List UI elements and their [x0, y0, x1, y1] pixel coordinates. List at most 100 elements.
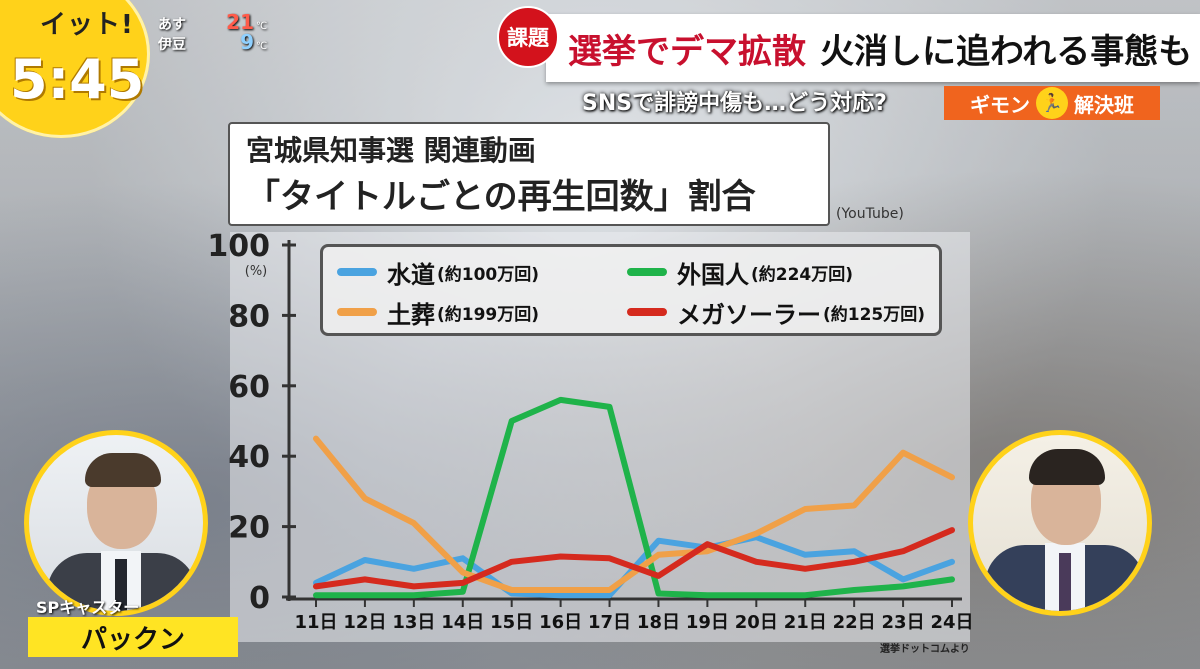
weather-unit: ℃ [256, 21, 268, 32]
data-point [949, 559, 955, 565]
topic-badge: 課題 [497, 6, 559, 68]
legend-note: (約125万回) [823, 304, 926, 325]
data-point [802, 552, 808, 558]
x-tick-label: 16日 [539, 612, 582, 633]
legend-label: 土葬 [387, 300, 435, 329]
data-point [411, 592, 417, 598]
legend-item: 土葬 (約199万回) [337, 295, 539, 329]
weather-panel: あす 21 ℃ 伊豆 9 ℃ [158, 10, 268, 54]
data-point [460, 555, 466, 561]
x-tick-label: 15日 [490, 612, 533, 633]
data-point [655, 590, 661, 596]
y-tick-label: 20 [228, 511, 270, 546]
clock: 5:45 [10, 48, 145, 111]
corner-title: ギモン 🏃 解決班 [944, 86, 1160, 120]
legend-swatch [627, 268, 667, 276]
corner-title-right: 解決班 [1074, 92, 1134, 117]
presenter-tie [1059, 553, 1071, 611]
data-point [558, 587, 564, 593]
data-point [313, 436, 319, 442]
data-point [949, 527, 955, 533]
headline-subline: SNSで誹謗中傷も…どう対応? [582, 91, 887, 116]
data-point [753, 592, 759, 598]
chart-title-line1: 宮城県知事選 関連動画 [246, 134, 536, 167]
series-line-1 [313, 396, 955, 599]
runner-icon: 🏃 [1036, 87, 1068, 119]
legend-label: メガソーラー [677, 300, 821, 329]
data-point [362, 576, 368, 582]
legend-note: (約199万回) [437, 304, 540, 325]
data-point [607, 555, 613, 561]
headline-bar: 選挙でデマ拡散 火消しに追われる事態も [546, 14, 1200, 82]
source-credit: 選挙ドットコムより [880, 644, 970, 655]
x-tick-label: 19日 [686, 612, 729, 633]
data-point [900, 450, 906, 456]
data-point [362, 592, 368, 598]
data-point [802, 506, 808, 512]
caster-name: パックン [28, 617, 238, 657]
data-point [558, 554, 564, 560]
x-tick-label: 20日 [735, 612, 778, 633]
weather-unit: ℃ [256, 41, 268, 52]
data-point [802, 566, 808, 572]
show-logo-title: イット! [40, 10, 134, 40]
x-tick-label: 13日 [392, 612, 435, 633]
y-tick-label: 100 [207, 229, 270, 264]
data-point [509, 418, 515, 424]
weather-label: 伊豆 [158, 37, 186, 53]
legend-label: 外国人 [677, 260, 749, 289]
legend-item: 水道 (約100万回) [337, 255, 539, 289]
data-point [411, 583, 417, 589]
data-point [607, 592, 613, 598]
data-point [558, 397, 564, 403]
data-point [411, 520, 417, 526]
x-tick-label: 22日 [833, 612, 876, 633]
headline-main: 選挙でデマ拡散 [568, 31, 806, 72]
corner-title-left: ギモン [970, 92, 1030, 117]
data-point [509, 587, 515, 593]
data-point [655, 573, 661, 579]
caster-tie [115, 559, 127, 611]
legend-swatch [627, 308, 667, 316]
data-point [851, 502, 857, 508]
data-point [753, 559, 759, 565]
data-point [704, 592, 710, 598]
data-point [460, 569, 466, 575]
headline-rest: 火消しに追われる事態も [820, 31, 1193, 72]
y-tick-label: 40 [228, 440, 270, 475]
weather-temp: 21 [226, 10, 254, 34]
data-point [411, 566, 417, 572]
x-tick-label: 14日 [441, 612, 484, 633]
x-tick-label: 23日 [882, 612, 925, 633]
data-point [558, 592, 564, 598]
data-point [460, 589, 466, 595]
legend-swatch [337, 268, 377, 276]
x-tick-label: 18日 [637, 612, 680, 633]
legend-swatch [337, 308, 377, 316]
x-tick-label: 11日 [294, 612, 337, 633]
data-point [949, 474, 955, 480]
y-tick-label: 60 [228, 370, 270, 405]
data-point [313, 592, 319, 598]
series-line-2 [313, 435, 955, 593]
legend-item: メガソーラー (約125万回) [627, 295, 925, 329]
data-point [900, 583, 906, 589]
weather-temp: 9 [240, 30, 254, 54]
weather-row: あす 21 ℃ [158, 10, 268, 34]
data-point [313, 583, 319, 589]
chart-legend: 水道 (約100万回) 外国人 (約224万回) 土葬 (約199万回) メガソ… [320, 244, 942, 336]
presenter-hair [1029, 449, 1105, 485]
data-point [851, 548, 857, 554]
data-point [362, 495, 368, 501]
weather-row: 伊豆 9 ℃ [158, 30, 268, 54]
x-tick-label: 21日 [784, 612, 827, 633]
data-point [607, 587, 613, 593]
chart-title-line2: 「タイトルごとの再生回数」割合 [246, 177, 756, 217]
chart-title-box: 宮城県知事選 関連動画 「タイトルごとの再生回数」割合 [228, 122, 830, 226]
x-tick-label: 12日 [343, 612, 386, 633]
data-point [607, 404, 613, 410]
data-point [802, 592, 808, 598]
legend-note: (約100万回) [437, 264, 540, 285]
y-tick-label: 80 [228, 299, 270, 334]
